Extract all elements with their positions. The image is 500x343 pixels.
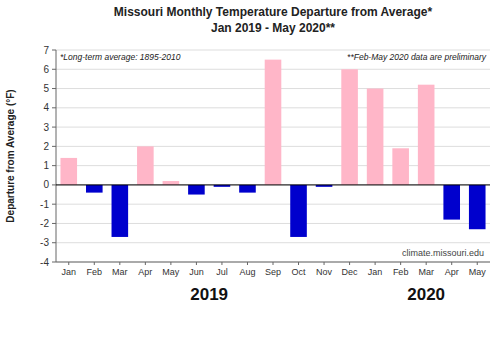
group-label: 2019 [190,285,228,304]
x-tick [349,262,350,265]
x-tick [221,262,222,265]
x-tick-label: Apr [138,267,152,277]
y-tick-label: 1 [43,160,49,171]
x-tick [94,262,95,265]
x-tick-label: Mar [418,267,434,277]
bar [163,181,180,185]
bar [341,69,358,185]
y-tick [52,223,56,224]
x-tick [298,262,299,265]
y-tick-label: 3 [43,122,49,133]
y-tick-label: -3 [40,237,49,248]
x-tick-label: Jun [189,267,204,277]
title: Missouri Monthly Temperature Departure f… [114,5,433,19]
x-tick [247,262,248,265]
chart-svg: Missouri Monthly Temperature Departure f… [0,0,500,343]
x-tick-label: Nov [316,267,333,277]
bar [290,185,307,237]
bar [265,60,282,185]
x-tick [196,262,197,265]
x-tick-label: Apr [445,267,459,277]
bar [392,148,409,185]
y-tick [52,69,56,70]
x-tick-label: May [469,267,487,277]
y-tick [52,88,56,89]
x-tick-label: Sep [265,267,281,277]
x-tick-label: Jan [62,267,77,277]
x-tick-label: Feb [87,267,103,277]
y-tick-label: 6 [43,64,49,75]
grid-line [56,184,490,185]
watermark: climate.missouri.edu [402,248,484,258]
x-tick-label: Aug [239,267,255,277]
y-tick-label: -2 [40,218,49,229]
x-tick-label: Oct [292,267,307,277]
grid-line [56,50,490,51]
grid-line [56,242,490,243]
x-tick [426,262,427,265]
x-tick-label: May [162,267,180,277]
y-tick-label: -4 [40,257,49,268]
x-tick [477,262,478,265]
x-tick [170,262,171,265]
bars [60,60,485,237]
bar [112,185,129,237]
y-tick-label: 2 [43,141,49,152]
y-tick [52,165,56,166]
y-axis [56,50,57,262]
note: *Long-term average: 1895-2010 [60,52,181,62]
x-tick [145,262,146,265]
x-tick [68,262,69,265]
y-tick-label: 4 [43,102,49,113]
bar [239,185,256,193]
zero-line [56,184,490,185]
bar [188,185,205,195]
bar [418,85,435,185]
y-tick [52,127,56,128]
y-tick-label: -1 [40,199,49,210]
bar [60,158,77,185]
grid [56,50,490,262]
subtitle: Jan 2019 - May 2020** [211,21,335,35]
bar [86,185,103,193]
x-tick [119,262,120,265]
x-tick [375,262,376,265]
x-tick-label: Jan [368,267,383,277]
y-tick [52,50,56,51]
bar [443,185,460,220]
x-tick [273,262,274,265]
y-tick [52,242,56,243]
bar [137,146,154,185]
note: **Feb-May 2020 data are preliminary [347,52,487,62]
group-label: 2020 [407,285,445,304]
x-tick-label: Feb [393,267,409,277]
x-tick-label: Dec [342,267,359,277]
x-tick-label: Jul [216,267,228,277]
chart-container: Missouri Monthly Temperature Departure f… [0,0,500,343]
x-tick [324,262,325,265]
x-tick-label: Mar [112,267,128,277]
y-tick [52,146,56,147]
y-axis-label: Departure from Average (°F) [5,89,16,222]
y-tick-label: 7 [43,45,49,56]
y-tick [52,204,56,205]
y-tick-label: 0 [43,179,49,190]
y-tick [52,107,56,108]
bar [367,89,384,185]
x-tick [400,262,401,265]
bar [469,185,486,229]
y-tick-label: 5 [43,83,49,94]
y-tick [52,262,56,263]
y-tick [52,184,56,185]
x-tick [451,262,452,265]
